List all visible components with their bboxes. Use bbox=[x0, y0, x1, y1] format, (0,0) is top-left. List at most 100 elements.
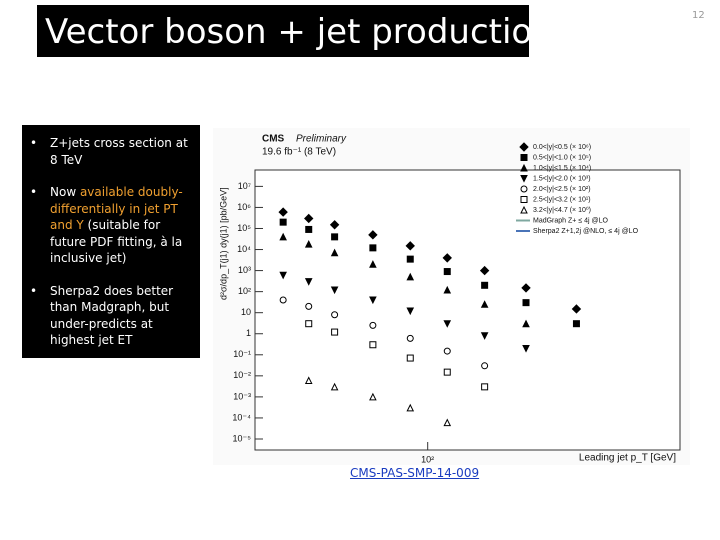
y-tick-label: 10 bbox=[241, 307, 251, 317]
luminosity-label: 19.6 fb⁻¹ (8 TeV) bbox=[262, 147, 336, 158]
y-tick-label: 10⁷ bbox=[238, 181, 251, 191]
data-point bbox=[571, 304, 582, 314]
data-point bbox=[479, 265, 490, 276]
data-point bbox=[481, 281, 489, 289]
data-point bbox=[443, 268, 451, 276]
data-point bbox=[406, 307, 415, 316]
data-point bbox=[406, 272, 415, 281]
bullet-text: (suitable for future PDF fitting, à la i… bbox=[50, 218, 183, 265]
data-point bbox=[443, 418, 452, 427]
data-point bbox=[406, 255, 414, 263]
data-point bbox=[480, 332, 489, 340]
data-point bbox=[330, 286, 339, 295]
data-point bbox=[520, 205, 528, 214]
bullet-box: Z+jets cross section at 8 TeV Now availab… bbox=[22, 125, 200, 358]
data-point bbox=[331, 311, 339, 319]
data-point bbox=[481, 383, 489, 391]
data-point bbox=[405, 241, 415, 251]
data-point bbox=[519, 142, 529, 152]
bullet-text: Z+jets cross section at 8 TeV bbox=[50, 136, 188, 167]
y-tick-label: 10⁶ bbox=[237, 202, 251, 212]
page-number: 12 bbox=[692, 10, 705, 21]
data-point bbox=[520, 175, 528, 183]
data-point bbox=[480, 300, 489, 308]
legend-label: 0.0<|y|<0.5 (× 10⁶) bbox=[533, 144, 591, 151]
data-point bbox=[330, 248, 339, 257]
data-point bbox=[406, 403, 415, 412]
slide-title: Vector boson + jet production bbox=[37, 5, 554, 57]
data-point bbox=[329, 220, 340, 230]
data-point bbox=[279, 296, 287, 304]
experiment-label: CMS bbox=[262, 134, 285, 145]
legend-label: 2.5<|y|<3.2 (× 10¹) bbox=[533, 196, 591, 203]
reference-link[interactable]: CMS-PAS-SMP-14-009 bbox=[350, 466, 480, 480]
data-point bbox=[330, 382, 339, 391]
data-point bbox=[305, 302, 313, 310]
legend-label: 3.2<|y|<4.7 (× 10⁰) bbox=[533, 206, 591, 214]
y-tick-label: 1 bbox=[246, 328, 251, 338]
data-point bbox=[369, 321, 377, 329]
data-point bbox=[304, 376, 313, 385]
data-point bbox=[304, 240, 313, 248]
data-point bbox=[522, 319, 530, 328]
data-point bbox=[304, 278, 313, 286]
y-tick-label: 10³ bbox=[238, 265, 251, 275]
bullet-text: available doubly-differentially in jet P… bbox=[50, 185, 183, 232]
data-point bbox=[520, 163, 528, 172]
data-point bbox=[279, 218, 287, 226]
bullet-text: Now bbox=[50, 185, 80, 199]
data-point bbox=[369, 341, 377, 349]
plot-frame bbox=[254, 169, 681, 451]
data-point bbox=[522, 344, 530, 353]
data-point bbox=[279, 271, 287, 280]
data-point bbox=[443, 347, 451, 355]
y-tick-label: 10⁻⁴ bbox=[232, 412, 251, 422]
y-tick-label: 10² bbox=[238, 286, 251, 296]
y-tick-label: 10⁵ bbox=[237, 223, 251, 233]
data-point bbox=[331, 328, 339, 336]
y-axis-label: d²σ/dp_T(j1) dy(j1) [pb/GeV] bbox=[218, 187, 228, 300]
data-point bbox=[522, 299, 530, 307]
data-point bbox=[369, 260, 377, 268]
data-point bbox=[304, 213, 314, 224]
bullet-text: Sherpa2 does better than Madgraph, but u… bbox=[50, 283, 174, 348]
data-point bbox=[369, 244, 377, 252]
data-point bbox=[443, 320, 452, 328]
data-point bbox=[331, 233, 339, 241]
y-tick-label: 10⁻² bbox=[233, 370, 251, 380]
x-axis-label: Leading jet p_T [GeV] bbox=[579, 453, 676, 464]
data-point bbox=[443, 285, 452, 294]
x-tick-label: 10² bbox=[421, 454, 434, 464]
data-point bbox=[369, 296, 377, 305]
bullet: Z+jets cross section at 8 TeV bbox=[30, 135, 194, 168]
data-point bbox=[572, 320, 580, 328]
legend-label: 1.5<|y|<2.0 (× 10³) bbox=[533, 175, 591, 182]
bullet: Now available doubly-differentially in j… bbox=[30, 184, 194, 267]
data-point bbox=[368, 230, 378, 240]
data-point bbox=[521, 283, 531, 293]
legend-label: 1.0<|y|<1.5 (× 10⁴) bbox=[533, 165, 591, 172]
data-point bbox=[442, 253, 452, 263]
data-point bbox=[406, 354, 414, 362]
y-tick-label: 10⁻³ bbox=[233, 391, 251, 401]
legend-label: Sherpa2 Z+1,2j @NLO, ≤ 4j @LO bbox=[533, 228, 639, 235]
data-point bbox=[305, 225, 313, 233]
y-tick-label: 10⁻⁵ bbox=[233, 433, 252, 443]
data-point bbox=[369, 392, 377, 401]
status-label: Preliminary bbox=[296, 134, 347, 145]
y-tick-label: 10⁴ bbox=[237, 244, 251, 254]
data-point bbox=[279, 232, 287, 241]
data-point bbox=[481, 362, 489, 370]
data-point bbox=[305, 320, 313, 328]
legend-label: MadGraph Z+ ≤ 4j @LO bbox=[533, 217, 609, 224]
data-point bbox=[278, 207, 288, 217]
bullet: Sherpa2 does better than Madgraph, but u… bbox=[30, 283, 194, 349]
legend-label: 0.5<|y|<1.0 (× 10⁵) bbox=[533, 154, 591, 161]
data-point bbox=[520, 154, 528, 161]
y-tick-label: 10⁻¹ bbox=[233, 349, 251, 359]
data-point bbox=[406, 334, 414, 342]
legend-label: 2.0<|y|<2.5 (× 10²) bbox=[533, 186, 591, 193]
data-point bbox=[520, 185, 528, 193]
